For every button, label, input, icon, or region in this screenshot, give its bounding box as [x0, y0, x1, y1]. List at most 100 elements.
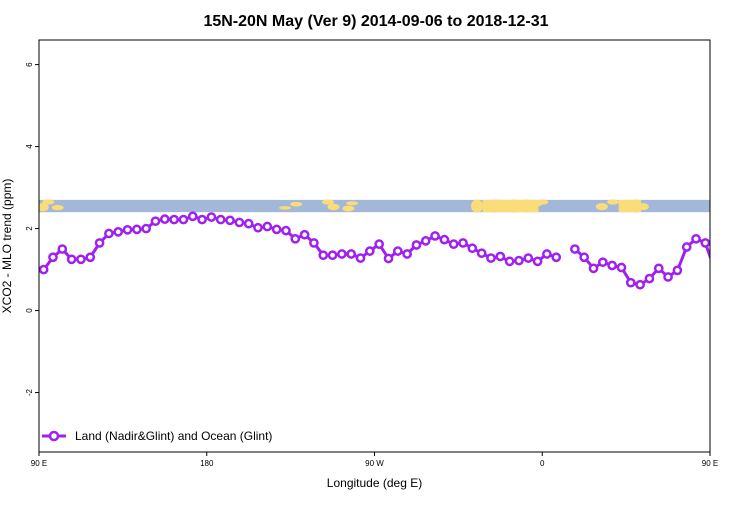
data-point — [579, 252, 590, 263]
band-land — [489, 199, 502, 213]
series-line — [573, 237, 710, 287]
x-tick-label: 90 W — [365, 459, 384, 468]
band-land — [521, 199, 534, 213]
data-point — [504, 256, 515, 267]
band-land — [42, 199, 55, 205]
data-point — [402, 249, 412, 259]
legend-marker — [48, 430, 60, 442]
surface-band — [39, 199, 710, 213]
data-point — [700, 238, 710, 248]
data-point — [467, 243, 478, 254]
band-land — [620, 200, 633, 212]
y-tick-label: -2 — [25, 388, 34, 396]
data-point — [392, 246, 403, 256]
data-point — [215, 214, 226, 225]
legend: Land (Nadir&Glint) and Ocean (Glint) — [42, 429, 272, 443]
data-point — [76, 254, 86, 265]
x-tick-label: 90 E — [702, 459, 718, 468]
band-land — [290, 201, 303, 207]
band-land — [636, 203, 649, 211]
x-axis-ticks: 90 E 180 90 W 0 90 E — [31, 452, 718, 468]
data-point — [730, 245, 737, 252]
data-point — [169, 214, 179, 225]
data-point — [430, 231, 440, 241]
y-tick-label: 6 — [25, 62, 34, 67]
data-point — [672, 265, 683, 276]
data-point — [709, 268, 710, 271]
band-land — [39, 203, 49, 212]
data-point — [346, 249, 357, 259]
x-tick-label: 0 — [540, 459, 545, 468]
data-point — [458, 238, 468, 248]
data-point — [187, 211, 198, 222]
y-axis-ticks: -2 0 2 4 6 — [25, 62, 39, 396]
band-land — [279, 206, 292, 210]
y-tick-label: 4 — [25, 144, 34, 149]
data-point — [206, 212, 217, 222]
data-point — [243, 218, 254, 229]
band-land — [629, 199, 642, 213]
data-point — [290, 233, 301, 244]
data-point — [411, 240, 422, 250]
data-point — [653, 263, 664, 274]
data-point — [234, 217, 245, 228]
data-point — [299, 229, 310, 240]
data-point — [141, 223, 152, 234]
x-axis-label: Longitude (deg E) — [327, 476, 422, 490]
series-points — [39, 211, 746, 290]
data-point — [225, 215, 235, 226]
x-tick-label: 180 — [200, 459, 214, 468]
data-point — [663, 272, 673, 282]
data-point — [355, 253, 366, 263]
y-tick-label: 0 — [25, 308, 34, 313]
data-point — [94, 238, 105, 248]
series-line — [42, 214, 557, 271]
y-axis-label: XCO2 - MLO trend (ppm) — [0, 179, 14, 314]
band-land — [346, 201, 359, 206]
data-point — [532, 256, 543, 267]
data-point — [159, 214, 170, 224]
y-tick-label: 2 — [25, 226, 34, 231]
data-point — [616, 262, 627, 273]
band-land — [471, 199, 484, 213]
band-land — [342, 205, 355, 212]
data-point — [253, 222, 263, 233]
data-point — [495, 251, 506, 262]
data-point — [625, 277, 636, 288]
data-point — [551, 252, 562, 263]
data-point — [588, 263, 599, 274]
data-point — [739, 254, 746, 261]
data-point — [597, 257, 608, 268]
data-point — [476, 248, 487, 259]
data-point — [523, 253, 534, 263]
data-point — [691, 233, 701, 244]
data-point — [542, 249, 552, 259]
data-point — [635, 279, 645, 290]
data-point — [720, 256, 727, 263]
data-point — [271, 224, 282, 235]
x-tick-label: 90 E — [31, 459, 47, 468]
data-point — [570, 244, 580, 254]
data-point — [644, 273, 655, 284]
data-point — [337, 249, 347, 259]
data-point — [327, 250, 338, 261]
legend-label: Land (Nadir&Glint) and Ocean (Glint) — [75, 429, 272, 443]
data-point — [281, 225, 291, 236]
data-point — [85, 252, 96, 263]
data-point — [57, 244, 68, 254]
data-point — [681, 242, 692, 252]
data-point — [122, 224, 133, 235]
data-point — [318, 250, 329, 261]
band-land — [508, 199, 521, 213]
data-point — [374, 239, 385, 250]
band-land — [595, 203, 608, 211]
data-point — [309, 238, 319, 248]
band-land — [327, 203, 340, 211]
data-point — [448, 239, 459, 250]
band-land — [607, 199, 620, 205]
chart-title: 15N-20N May (Ver 9) 2014-09-06 to 2018-1… — [203, 13, 548, 30]
data-point — [383, 253, 394, 264]
band-land — [536, 199, 549, 205]
data-point — [420, 236, 431, 246]
